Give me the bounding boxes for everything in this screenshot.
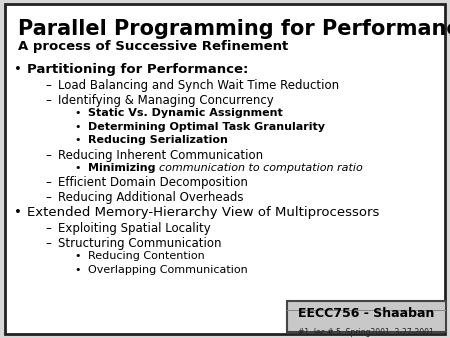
Text: Extended Memory-Hierarchy View of Multiprocessors: Extended Memory-Hierarchy View of Multip… xyxy=(27,206,379,218)
Text: •: • xyxy=(74,122,81,132)
Text: Reducing Additional Overheads: Reducing Additional Overheads xyxy=(58,191,244,204)
Text: Identifying & Managing Concurrency: Identifying & Managing Concurrency xyxy=(58,94,274,107)
Text: –: – xyxy=(45,94,51,107)
Text: EECC756 - Shaaban: EECC756 - Shaaban xyxy=(298,307,435,319)
Text: Structuring Communication: Structuring Communication xyxy=(58,237,222,250)
Text: •: • xyxy=(14,63,22,75)
Text: •: • xyxy=(74,265,81,275)
Text: •: • xyxy=(74,163,81,173)
Text: •: • xyxy=(14,206,22,218)
Text: communication to computation ratio: communication to computation ratio xyxy=(159,163,363,173)
Text: Partitioning for Performance:: Partitioning for Performance: xyxy=(27,63,248,75)
Text: #1  lec # 5  Spring2001  3-27-2001: #1 lec # 5 Spring2001 3-27-2001 xyxy=(298,328,434,337)
Text: Reducing Inherent Communication: Reducing Inherent Communication xyxy=(58,149,264,162)
Text: •: • xyxy=(74,108,81,119)
Text: –: – xyxy=(45,149,51,162)
Text: Load Balancing and Synch Wait Time Reduction: Load Balancing and Synch Wait Time Reduc… xyxy=(58,79,340,92)
Bar xyxy=(287,310,446,311)
Text: –: – xyxy=(45,237,51,250)
Text: –: – xyxy=(45,191,51,204)
Text: Reducing Serialization: Reducing Serialization xyxy=(88,135,228,145)
Text: •: • xyxy=(74,251,81,262)
Text: Overlapping Communication: Overlapping Communication xyxy=(88,265,248,275)
Text: Determining Optimal Task Granularity: Determining Optimal Task Granularity xyxy=(88,122,325,132)
Text: –: – xyxy=(45,176,51,189)
Text: Minimizing: Minimizing xyxy=(88,163,159,173)
Text: –: – xyxy=(45,79,51,92)
Text: Efficient Domain Decomposition: Efficient Domain Decomposition xyxy=(58,176,248,189)
Text: A process of Successive Refinement: A process of Successive Refinement xyxy=(18,40,288,53)
Text: –: – xyxy=(45,222,51,235)
Text: •: • xyxy=(74,135,81,145)
Text: Exploiting Spatial Locality: Exploiting Spatial Locality xyxy=(58,222,211,235)
Text: Reducing Contention: Reducing Contention xyxy=(88,251,204,262)
Text: Parallel Programming for Performance: Parallel Programming for Performance xyxy=(18,19,450,39)
Text: Static Vs. Dynamic Assignment: Static Vs. Dynamic Assignment xyxy=(88,108,283,119)
Bar xyxy=(287,301,446,332)
